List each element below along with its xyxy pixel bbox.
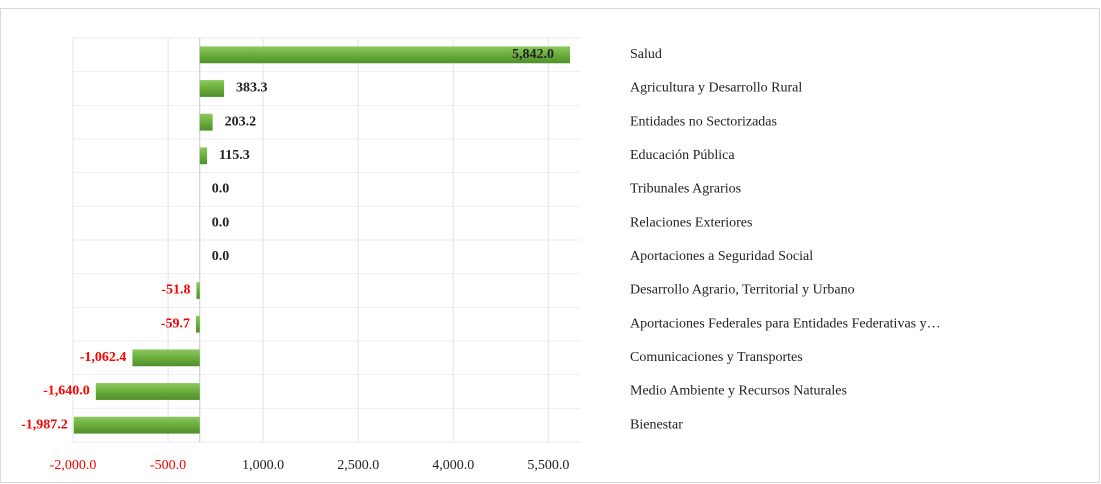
category-label: Aportaciones a Seguridad Social bbox=[630, 249, 813, 264]
bar bbox=[196, 282, 200, 299]
category-label: Comunicaciones y Transportes bbox=[630, 350, 803, 365]
value-label: -51.8 bbox=[161, 283, 190, 298]
category-label: Salud bbox=[630, 47, 662, 62]
category-label: Entidades no Sectorizadas bbox=[630, 114, 777, 129]
value-label: 0.0 bbox=[212, 182, 230, 197]
category-label: Tribunales Agrarios bbox=[630, 182, 741, 197]
bar bbox=[199, 80, 225, 97]
x-tick-label: 2,500.0 bbox=[337, 458, 379, 473]
category-label: Bienestar bbox=[630, 417, 683, 432]
x-tick-label: 4,000.0 bbox=[432, 458, 474, 473]
bar bbox=[199, 46, 570, 64]
bar bbox=[195, 315, 200, 333]
category-label: Relaciones Exteriores bbox=[630, 215, 752, 230]
category-label: Medio Ambiente y Recursos Naturales bbox=[630, 384, 847, 399]
value-label: -59.7 bbox=[161, 316, 190, 331]
chart-frame bbox=[0, 8, 1100, 483]
category-label: Educación Pública bbox=[630, 148, 735, 163]
value-label: 203.2 bbox=[225, 114, 257, 129]
bar bbox=[199, 147, 208, 165]
bar bbox=[199, 113, 213, 131]
category-label: Aportaciones Federales para Entidades Fe… bbox=[630, 316, 941, 331]
value-label: -1,062.4 bbox=[80, 350, 127, 365]
plot: -2,000.0 -500.0 1,000.0 2,500.0 4,000.0 5,500… bbox=[21, 37, 941, 473]
value-label: 0.0 bbox=[212, 249, 230, 264]
value-label: 0.0 bbox=[212, 215, 230, 230]
bar bbox=[95, 383, 200, 400]
bar bbox=[132, 349, 200, 367]
x-tick-label: -2,000.0 bbox=[50, 458, 97, 473]
value-label: 383.3 bbox=[236, 81, 267, 96]
value-label: 115.3 bbox=[219, 148, 250, 163]
value-label: -1,987.2 bbox=[21, 417, 68, 432]
x-tick-label: -500.0 bbox=[150, 458, 186, 473]
value-label: -1,640.0 bbox=[43, 384, 90, 399]
bar bbox=[73, 416, 200, 434]
category-label: Desarrollo Agrario, Territorial y Urbano bbox=[630, 283, 855, 298]
category-label: Agricultura y Desarrollo Rural bbox=[630, 81, 802, 96]
value-label: 5,842.0 bbox=[512, 47, 554, 62]
x-tick-label: 1,000.0 bbox=[242, 458, 284, 473]
x-tick-label: 5,500.0 bbox=[527, 458, 569, 473]
